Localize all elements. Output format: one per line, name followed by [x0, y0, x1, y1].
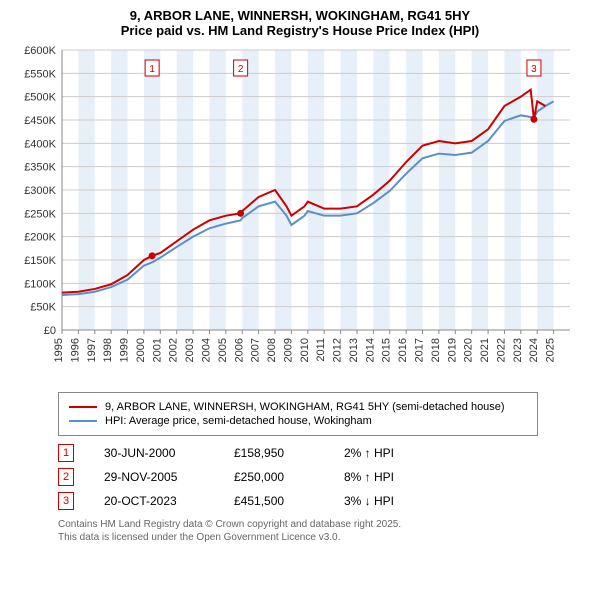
svg-text:1999: 1999	[119, 338, 131, 362]
svg-text:2002: 2002	[168, 338, 180, 362]
svg-text:2024: 2024	[528, 338, 540, 362]
svg-text:£600K: £600K	[24, 45, 56, 57]
svg-text:2016: 2016	[397, 338, 409, 362]
transaction-marker: 1	[58, 444, 74, 462]
svg-text:2025: 2025	[545, 338, 557, 362]
svg-text:£550K: £550K	[24, 68, 56, 80]
transaction-row: 2 29-NOV-2005 £250,000 8% ↑ HPI	[58, 468, 538, 486]
footer-text: Contains HM Land Registry data © Crown c…	[58, 518, 592, 544]
page-title: 9, ARBOR LANE, WINNERSH, WOKINGHAM, RG41…	[8, 8, 592, 23]
svg-text:2018: 2018	[430, 338, 442, 362]
svg-text:2014: 2014	[364, 338, 376, 362]
legend-row: HPI: Average price, semi-detached house,…	[69, 415, 527, 427]
transaction-date: 30-JUN-2000	[104, 446, 204, 460]
svg-text:£0: £0	[44, 325, 56, 337]
svg-text:2011: 2011	[315, 338, 327, 362]
svg-text:1997: 1997	[86, 338, 98, 362]
transaction-date: 29-NOV-2005	[104, 470, 204, 484]
svg-text:2020: 2020	[463, 338, 475, 362]
svg-text:1: 1	[149, 64, 155, 75]
svg-text:£400K: £400K	[24, 138, 56, 150]
svg-text:£450K: £450K	[24, 115, 56, 127]
svg-text:2013: 2013	[348, 338, 360, 362]
svg-text:2023: 2023	[512, 338, 524, 362]
legend-label: HPI: Average price, semi-detached house,…	[105, 415, 372, 427]
svg-text:2007: 2007	[250, 338, 262, 362]
svg-text:2009: 2009	[282, 338, 294, 362]
page-subtitle: Price paid vs. HM Land Registry's House …	[8, 23, 592, 38]
svg-text:£100K: £100K	[24, 278, 56, 290]
svg-text:£300K: £300K	[24, 185, 56, 197]
svg-text:2008: 2008	[266, 338, 278, 362]
footer-line-1: Contains HM Land Registry data © Crown c…	[58, 518, 592, 531]
svg-text:1995: 1995	[53, 338, 65, 362]
price-chart: £0 £50K £100K £150K £200K £250K £300K £350K £400…	[16, 42, 592, 382]
transaction-table: 1 30-JUN-2000 £158,950 2% ↑ HPI 2 29-NOV-2005…	[58, 444, 538, 510]
svg-text:2015: 2015	[381, 338, 393, 362]
svg-text:2012: 2012	[332, 338, 344, 362]
svg-text:£200K: £200K	[24, 232, 56, 244]
legend: 9, ARBOR LANE, WINNERSH, WOKINGHAM, RG41…	[58, 392, 538, 436]
transaction-marker: 2	[58, 468, 74, 486]
transaction-price: £250,000	[234, 470, 314, 484]
svg-text:2017: 2017	[414, 338, 426, 362]
svg-text:2004: 2004	[200, 338, 212, 362]
svg-text:2010: 2010	[299, 338, 311, 362]
transaction-row: 1 30-JUN-2000 £158,950 2% ↑ HPI	[58, 444, 538, 462]
transaction-price: £451,500	[234, 494, 314, 508]
svg-text:2001: 2001	[151, 338, 163, 362]
svg-text:1998: 1998	[102, 338, 114, 362]
transaction-marker: 3	[58, 492, 74, 510]
svg-text:£50K: £50K	[30, 302, 56, 314]
legend-swatch	[69, 420, 97, 422]
svg-text:2022: 2022	[495, 338, 507, 362]
svg-text:£500K: £500K	[24, 92, 56, 104]
transaction-row: 3 20-OCT-2023 £451,500 3% ↓ HPI	[58, 492, 538, 510]
svg-text:1996: 1996	[69, 338, 81, 362]
legend-swatch	[69, 406, 97, 408]
transaction-pct: 2% ↑ HPI	[344, 446, 404, 460]
transaction-pct: 8% ↑ HPI	[344, 470, 404, 484]
svg-text:2005: 2005	[217, 338, 229, 362]
svg-text:2006: 2006	[233, 338, 245, 362]
svg-text:3: 3	[531, 64, 537, 75]
svg-text:2: 2	[238, 64, 244, 75]
footer-line-2: This data is licensed under the Open Gov…	[58, 531, 592, 544]
transaction-price: £158,950	[234, 446, 314, 460]
svg-text:£350K: £350K	[24, 162, 56, 174]
svg-text:2000: 2000	[135, 338, 147, 362]
legend-row: 9, ARBOR LANE, WINNERSH, WOKINGHAM, RG41…	[69, 401, 527, 413]
svg-text:£250K: £250K	[24, 208, 56, 220]
legend-label: 9, ARBOR LANE, WINNERSH, WOKINGHAM, RG41…	[105, 401, 505, 413]
transaction-date: 20-OCT-2023	[104, 494, 204, 508]
svg-text:2019: 2019	[446, 338, 458, 362]
svg-text:£150K: £150K	[24, 255, 56, 267]
transaction-pct: 3% ↓ HPI	[344, 494, 404, 508]
svg-text:2003: 2003	[184, 338, 196, 362]
svg-text:2021: 2021	[479, 338, 491, 362]
